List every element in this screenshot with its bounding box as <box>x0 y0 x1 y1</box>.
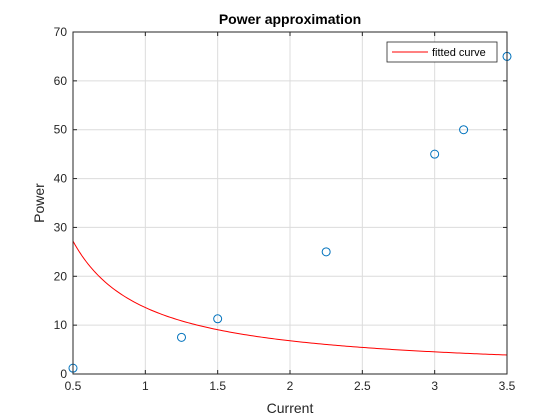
chart-title: Power approximation <box>219 11 361 27</box>
y-tick-label: 40 <box>54 172 68 186</box>
x-tick-label: 3.5 <box>499 379 516 393</box>
y-tick-label: 20 <box>54 269 68 283</box>
x-tick-label: 1 <box>142 379 149 393</box>
y-axis-label: Power <box>31 183 47 223</box>
y-tick-label: 60 <box>54 74 68 88</box>
data-point <box>213 314 223 324</box>
data-point <box>459 125 469 135</box>
y-tick-label: 30 <box>54 220 68 234</box>
x-tick-label: 2 <box>287 379 294 393</box>
y-tick-label: 0 <box>60 367 67 381</box>
x-tick-label: 1.5 <box>209 379 226 393</box>
y-axis-ticks: 0 10 20 30 40 50 60 70 <box>54 25 507 381</box>
x-axis-ticks: 0.5 1 1.5 2 2.5 3 3.5 <box>65 32 516 393</box>
y-tick-label: 50 <box>54 123 68 137</box>
curve-layer <box>72 240 508 356</box>
x-tick-label: 0.5 <box>65 379 82 393</box>
legend-box <box>386 41 498 63</box>
data-point <box>321 247 331 257</box>
legend: fitted curve <box>386 41 498 63</box>
fitted-curve-line <box>72 240 508 356</box>
x-tick-label: 2.5 <box>354 379 371 393</box>
legend-label: fitted curve <box>432 47 486 59</box>
x-axis-label: Current <box>267 400 314 416</box>
x-tick-label: 3 <box>431 379 438 393</box>
data-point <box>430 149 440 159</box>
y-tick-label: 70 <box>54 25 68 39</box>
data-point <box>177 332 186 342</box>
y-tick-label: 10 <box>54 318 68 332</box>
